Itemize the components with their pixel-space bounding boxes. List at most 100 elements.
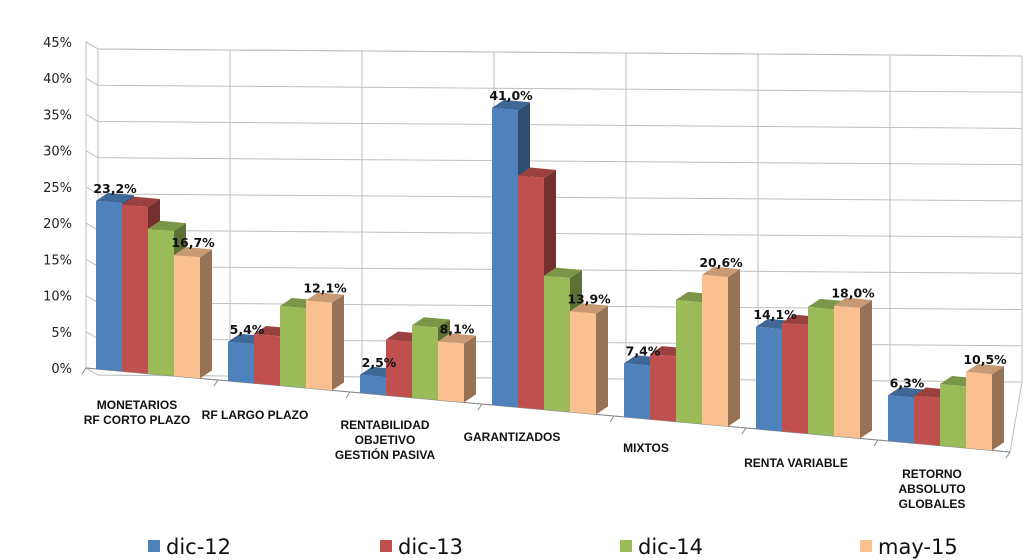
legend-label: may-15 bbox=[878, 535, 958, 559]
bar-front bbox=[808, 306, 834, 436]
legend-label: dic-13 bbox=[398, 535, 463, 559]
bar-side bbox=[596, 305, 608, 415]
bar-front bbox=[544, 275, 570, 412]
category-tick bbox=[345, 391, 351, 399]
bar-front bbox=[122, 204, 148, 374]
bar-front bbox=[702, 274, 728, 427]
y-tick-label: 35% bbox=[43, 108, 72, 123]
bar-front bbox=[280, 305, 306, 388]
bar-side bbox=[200, 249, 212, 379]
bar-front bbox=[518, 175, 544, 410]
data-label: 13,9% bbox=[567, 291, 611, 306]
bar-front bbox=[148, 228, 174, 376]
bar-front bbox=[756, 326, 782, 432]
bar-front bbox=[438, 341, 464, 403]
data-label: 16,7% bbox=[171, 235, 215, 250]
category-label: RF CORTO PLAZO bbox=[84, 413, 190, 427]
category-label: GESTIÓN PASIVA bbox=[335, 447, 436, 462]
gridline bbox=[85, 41, 1023, 57]
data-label: 6,3% bbox=[890, 375, 925, 390]
y-axis-ticks: 0% 5% 10% 15% 20% 25% 30% 35% 40% 45% bbox=[43, 36, 72, 377]
data-label: 12,1% bbox=[303, 280, 347, 295]
data-label: 2,5% bbox=[362, 355, 397, 370]
data-label: 10,5% bbox=[963, 352, 1007, 367]
category-label: ABSOLUTO bbox=[898, 482, 965, 496]
legend-swatch bbox=[148, 540, 160, 552]
category-tick bbox=[213, 379, 219, 387]
category-tick bbox=[477, 403, 483, 411]
bar-front bbox=[174, 255, 200, 379]
bar-front bbox=[360, 374, 386, 396]
bar-top bbox=[518, 167, 556, 178]
y-tick-label: 25% bbox=[43, 181, 72, 196]
data-label: 5,4% bbox=[230, 322, 265, 337]
bar-top bbox=[702, 266, 740, 278]
bar-top bbox=[438, 333, 476, 344]
category-label: RETORNO bbox=[902, 467, 962, 481]
bar-side bbox=[860, 299, 872, 439]
bar bbox=[174, 247, 212, 379]
gridline bbox=[85, 114, 1023, 129]
bar-top bbox=[412, 317, 450, 328]
category-label: MONETARIOS bbox=[97, 398, 177, 412]
category-tick bbox=[609, 415, 615, 423]
y-tick-label: 5% bbox=[51, 326, 72, 341]
gridline bbox=[85, 150, 1023, 166]
category-tick bbox=[1005, 451, 1011, 459]
bar-side bbox=[728, 269, 740, 427]
legend-label: dic-12 bbox=[166, 535, 231, 559]
data-label: 41,0% bbox=[489, 88, 533, 103]
bar-front bbox=[492, 107, 518, 408]
bar-side bbox=[464, 335, 476, 403]
category-label: MIXTOS bbox=[623, 441, 669, 455]
bar-front bbox=[254, 334, 280, 386]
legend-swatch bbox=[380, 540, 392, 552]
data-labels: 23,2% 16,7% 5,4% 12,1% 2,5% 8,1% 41,0% 13,9% 7,4… bbox=[93, 88, 1007, 390]
category-tick bbox=[81, 367, 87, 375]
bar bbox=[966, 363, 1004, 451]
bar-side bbox=[332, 294, 344, 391]
bar-front bbox=[914, 395, 940, 446]
data-label: 8,1% bbox=[440, 321, 475, 336]
legend-swatch bbox=[860, 540, 872, 552]
bar-front bbox=[940, 384, 966, 448]
y-tick-label: 20% bbox=[43, 217, 72, 232]
bar bbox=[438, 333, 476, 403]
bar-top bbox=[966, 363, 1004, 375]
category-label: RF LARGO PLAZO bbox=[202, 408, 309, 422]
gridline bbox=[85, 77, 1023, 93]
bar-front bbox=[888, 395, 914, 444]
y-tick-label: 0% bbox=[51, 362, 72, 377]
category-label: RENTABILIDAD bbox=[340, 418, 429, 432]
bar bbox=[834, 297, 872, 439]
bar-front bbox=[306, 300, 332, 391]
bar-top bbox=[122, 196, 160, 208]
bar-top bbox=[148, 220, 186, 232]
y-tick-label: 40% bbox=[43, 72, 72, 87]
bar-top bbox=[570, 303, 608, 314]
bar bbox=[570, 303, 608, 415]
bar-top bbox=[544, 267, 582, 278]
bar-top bbox=[834, 297, 872, 308]
bar-front bbox=[834, 305, 860, 439]
legend-swatch bbox=[620, 540, 632, 552]
category-label: OBJETIVO bbox=[355, 433, 416, 447]
bar bbox=[702, 266, 740, 427]
bar-top bbox=[96, 192, 134, 204]
data-label: 18,0% bbox=[831, 286, 875, 301]
legend-label: dic-14 bbox=[638, 535, 703, 559]
data-label: 20,6% bbox=[699, 255, 743, 270]
bar-front bbox=[412, 325, 438, 400]
category-label: RENTA VARIABLE bbox=[744, 456, 848, 470]
data-label: 23,2% bbox=[93, 181, 137, 196]
y-tick-label: 10% bbox=[43, 290, 72, 305]
bar-top bbox=[174, 247, 212, 258]
bar-front bbox=[386, 339, 412, 398]
bar-front bbox=[782, 322, 808, 434]
bar-front bbox=[624, 363, 650, 420]
bar-side bbox=[992, 366, 1004, 451]
bar-top bbox=[306, 292, 344, 303]
gridline bbox=[85, 186, 1023, 202]
bars bbox=[96, 99, 1004, 451]
